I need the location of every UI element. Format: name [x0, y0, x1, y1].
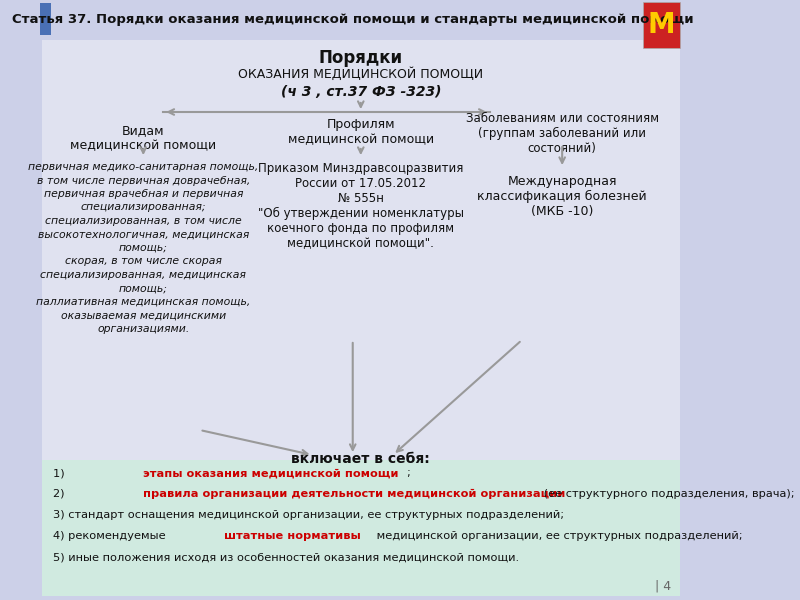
Text: Приказом Минздравсоцразвития: Приказом Минздравсоцразвития: [258, 162, 463, 175]
Bar: [42, 460, 680, 596]
Text: специализированная, медицинская: специализированная, медицинская: [40, 270, 246, 280]
Text: паллиативная медицинская помощь,: паллиативная медицинская помощь,: [36, 297, 250, 307]
Text: 2): 2): [53, 489, 68, 499]
Text: ;: ;: [406, 468, 410, 478]
Text: медицинской организации, ее структурных подразделений;: медицинской организации, ее структурных …: [373, 531, 742, 541]
Text: помощь;: помощь;: [119, 243, 168, 253]
Text: в том числе первичная доврачебная,: в том числе первичная доврачебная,: [37, 175, 250, 185]
Text: специализированная, в том числе: специализированная, в том числе: [45, 216, 242, 226]
Text: (ее структурного подразделения, врача);: (ее структурного подразделения, врача);: [540, 489, 794, 499]
Text: Статья 37. Порядки оказания медицинской помощи и стандарты медицинской помощи: Статья 37. Порядки оказания медицинской …: [12, 13, 694, 25]
Text: высокотехнологичная, медицинская: высокотехнологичная, медицинская: [38, 229, 249, 239]
Text: организациями.: организациями.: [97, 324, 190, 334]
Text: оказываемая медицинскими: оказываемая медицинскими: [61, 311, 226, 320]
Text: специализированная;: специализированная;: [81, 202, 206, 212]
Text: Профилям
медицинской помощи: Профилям медицинской помощи: [288, 118, 434, 146]
Text: этапы оказания медицинской помощи: этапы оказания медицинской помощи: [142, 468, 398, 478]
Text: первичная врачебная и первичная: первичная врачебная и первичная: [43, 189, 243, 199]
Text: M: M: [647, 11, 675, 39]
Text: помощь;: помощь;: [119, 283, 168, 293]
Text: включает в себя:: включает в себя:: [291, 452, 430, 466]
Text: правила организации деятельности медицинской организации: правила организации деятельности медицин…: [142, 489, 565, 499]
Text: "Об утверждении номенклатуры: "Об утверждении номенклатуры: [258, 207, 464, 220]
Text: Международная
классификация болезней
(МКБ -10): Международная классификация болезней (МК…: [478, 175, 647, 218]
Bar: [42, 40, 680, 460]
Text: медицинской помощи".: медицинской помощи".: [287, 237, 434, 250]
Text: 5) иные положения исходя из особенностей оказания медицинской помощи.: 5) иные положения исходя из особенностей…: [53, 552, 519, 562]
Text: первичная медико-санитарная помощь,: первичная медико-санитарная помощь,: [28, 162, 258, 172]
Text: России от 17.05.2012: России от 17.05.2012: [295, 177, 426, 190]
Text: № 555н: № 555н: [338, 192, 384, 205]
Bar: [38, 0, 683, 38]
Text: штатные нормативы: штатные нормативы: [224, 531, 361, 541]
Text: коечного фонда по профилям: коечного фонда по профилям: [267, 222, 454, 235]
Bar: [642, 2, 680, 48]
Text: Видам
медицинской помощи: Видам медицинской помощи: [70, 124, 216, 152]
Text: 3) стандарт оснащения медицинской организации, ее структурных подразделений;: 3) стандарт оснащения медицинской органи…: [53, 510, 564, 520]
Bar: [40, 3, 50, 35]
Text: | 4: | 4: [655, 579, 671, 592]
Text: 4) рекомендуемые: 4) рекомендуемые: [53, 531, 170, 541]
Text: 1): 1): [53, 468, 68, 478]
Text: Заболеваниям или состояниям
(группам заболеваний или
состояний): Заболеваниям или состояниям (группам заб…: [466, 112, 658, 155]
Text: ОКАЗАНИЯ МЕДИЦИНСКОЙ ПОМОЩИ: ОКАЗАНИЯ МЕДИЦИНСКОЙ ПОМОЩИ: [238, 67, 483, 81]
Text: Порядки: Порядки: [318, 49, 403, 67]
Text: скорая, в том числе скорая: скорая, в том числе скорая: [65, 257, 222, 266]
Text: (ч 3 , ст.37 ФЗ -323): (ч 3 , ст.37 ФЗ -323): [281, 85, 441, 99]
